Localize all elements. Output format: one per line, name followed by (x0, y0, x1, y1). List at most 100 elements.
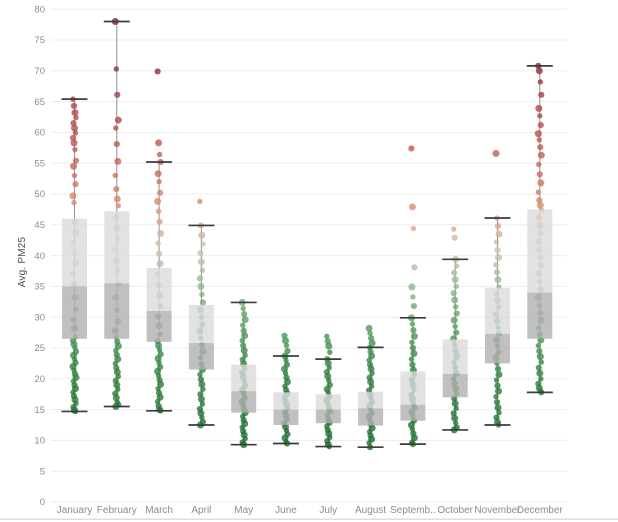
box-upper-quartile[interactable] (400, 371, 426, 405)
box-upper-quartile[interactable] (442, 339, 468, 374)
data-point[interactable] (537, 121, 544, 129)
data-point[interactable] (156, 260, 164, 268)
data-point[interactable] (536, 369, 544, 377)
data-point[interactable] (493, 239, 500, 245)
boxplot-november[interactable] (484, 149, 511, 428)
data-point[interactable] (493, 393, 499, 400)
boxplot-august[interactable] (357, 324, 384, 451)
data-point[interactable] (451, 226, 457, 232)
data-point[interactable] (72, 146, 78, 153)
box-upper-quartile[interactable] (62, 218, 87, 287)
data-point[interactable] (154, 68, 161, 75)
data-point[interactable] (114, 116, 122, 124)
data-point[interactable] (411, 264, 418, 271)
data-point[interactable] (451, 296, 459, 304)
box-lower-quartile[interactable] (231, 391, 257, 413)
data-point[interactable] (365, 324, 373, 332)
data-point[interactable] (199, 291, 205, 298)
data-point[interactable] (115, 373, 122, 380)
data-point[interactable] (451, 269, 458, 276)
data-point[interactable] (410, 332, 418, 340)
data-point[interactable] (536, 353, 544, 361)
data-point[interactable] (69, 192, 77, 200)
data-point[interactable] (241, 311, 248, 318)
box-lower-quartile[interactable] (400, 404, 426, 421)
data-point[interactable] (327, 349, 333, 356)
data-point[interactable] (535, 364, 542, 371)
box-upper-quartile[interactable] (146, 267, 172, 312)
data-point[interactable] (240, 305, 246, 312)
data-point[interactable] (197, 250, 204, 257)
data-point[interactable] (199, 299, 206, 306)
data-point[interactable] (197, 282, 205, 290)
data-point[interactable] (154, 197, 162, 205)
data-point[interactable] (493, 262, 499, 268)
data-point[interactable] (454, 263, 460, 269)
box-lower-quartile[interactable] (188, 343, 214, 370)
box-upper-quartile[interactable] (273, 392, 299, 410)
data-point[interactable] (282, 337, 289, 345)
data-point[interactable] (409, 361, 416, 368)
data-point[interactable] (156, 178, 162, 185)
box-lower-quartile[interactable] (527, 292, 553, 339)
data-point[interactable] (155, 139, 163, 147)
data-point[interactable] (537, 151, 545, 159)
data-point[interactable] (368, 383, 375, 389)
data-point[interactable] (452, 323, 458, 330)
data-point[interactable] (494, 365, 502, 373)
data-point[interactable] (493, 399, 501, 406)
data-point[interactable] (199, 401, 206, 407)
data-point[interactable] (495, 253, 502, 261)
data-point[interactable] (200, 241, 206, 247)
data-point[interactable] (157, 229, 165, 237)
data-point[interactable] (200, 386, 206, 392)
data-point[interactable] (240, 346, 248, 354)
data-point[interactable] (113, 185, 120, 193)
data-point[interactable] (410, 225, 417, 232)
data-point[interactable] (494, 382, 501, 389)
data-point[interactable] (71, 172, 78, 179)
boxplot-july[interactable] (315, 333, 342, 450)
data-point[interactable] (115, 203, 122, 209)
data-point[interactable] (408, 356, 415, 362)
data-point[interactable] (536, 161, 542, 168)
data-point[interactable] (408, 145, 415, 152)
data-point[interactable] (197, 258, 205, 266)
data-point[interactable] (534, 130, 542, 138)
box-lower-quartile[interactable] (315, 409, 341, 424)
box-lower-quartile[interactable] (442, 373, 468, 398)
data-point[interactable] (537, 79, 543, 85)
data-point[interactable] (492, 149, 500, 157)
data-point[interactable] (114, 157, 122, 165)
data-point[interactable] (156, 250, 163, 257)
data-point[interactable] (154, 170, 162, 178)
box-lower-quartile[interactable] (485, 333, 510, 364)
data-point[interactable] (156, 151, 163, 158)
data-point[interactable] (451, 399, 459, 407)
data-point[interactable] (284, 347, 291, 355)
box-upper-quartile[interactable] (188, 304, 214, 344)
data-point[interactable] (409, 339, 415, 346)
data-point[interactable] (239, 337, 245, 344)
boxplot-december[interactable] (526, 62, 553, 396)
data-point[interactable] (493, 377, 500, 383)
data-point[interactable] (241, 332, 249, 340)
data-point[interactable] (537, 144, 544, 151)
data-point[interactable] (408, 203, 416, 211)
data-point[interactable] (240, 322, 246, 328)
box-lower-quartile[interactable] (358, 408, 384, 426)
data-point[interactable] (538, 91, 545, 98)
data-point[interactable] (494, 404, 502, 412)
data-point[interactable] (155, 208, 162, 214)
data-point[interactable] (70, 139, 78, 147)
data-point[interactable] (199, 267, 206, 274)
box-upper-quartile[interactable] (485, 287, 510, 334)
box-upper-quartile[interactable] (104, 211, 130, 284)
data-point[interactable] (410, 327, 417, 334)
data-point[interactable] (536, 201, 544, 209)
data-point[interactable] (410, 350, 418, 358)
data-point[interactable] (70, 102, 78, 110)
data-point[interactable] (535, 189, 541, 195)
data-point[interactable] (493, 269, 501, 276)
data-point[interactable] (70, 162, 77, 170)
